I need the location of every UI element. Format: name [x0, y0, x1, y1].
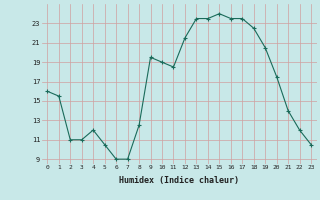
X-axis label: Humidex (Indice chaleur): Humidex (Indice chaleur) — [119, 176, 239, 185]
